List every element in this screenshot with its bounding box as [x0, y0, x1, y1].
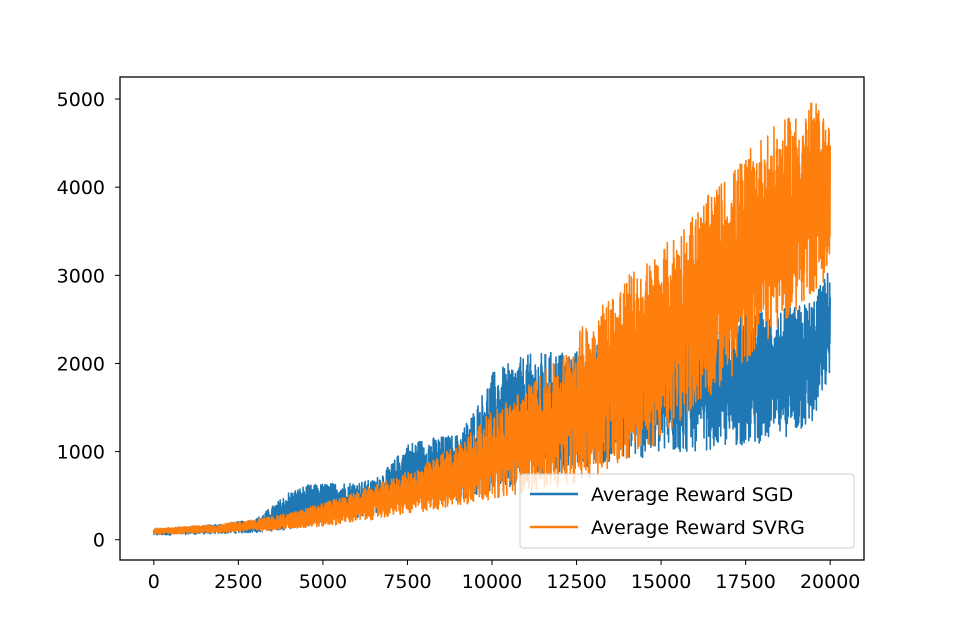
x-tick-label: 17500 [715, 571, 775, 593]
legend-box [519, 473, 855, 549]
y-tick-label: 0 [93, 530, 105, 552]
y-tick-label: 4000 [57, 177, 105, 199]
x-tick-label: 0 [148, 571, 160, 593]
legend: Average Reward SGD Average Reward SVRG [519, 473, 855, 549]
x-tick-label: 2500 [214, 571, 262, 593]
y-tick-label: 1000 [57, 442, 105, 464]
axis-layer: 0 2500 5000 7500 10000 12500 15000 17500 20000 0 1… [57, 89, 861, 593]
x-tick-label: 15000 [631, 571, 691, 593]
series-layer [153, 102, 831, 536]
x-tick-label: 10000 [462, 571, 522, 593]
y-tick-label: 2000 [57, 353, 105, 375]
x-tick-label: 12500 [546, 571, 606, 593]
x-tick-label: 20000 [800, 571, 860, 593]
x-tick-label: 7500 [383, 571, 431, 593]
legend-label-svrg: Average Reward SVRG [591, 517, 805, 539]
legend-label-sgd: Average Reward SGD [591, 484, 793, 506]
y-tick-label: 5000 [57, 89, 105, 111]
y-tick-label: 3000 [57, 265, 105, 287]
x-tick-label: 5000 [299, 571, 347, 593]
series-line-1 [153, 102, 831, 535]
